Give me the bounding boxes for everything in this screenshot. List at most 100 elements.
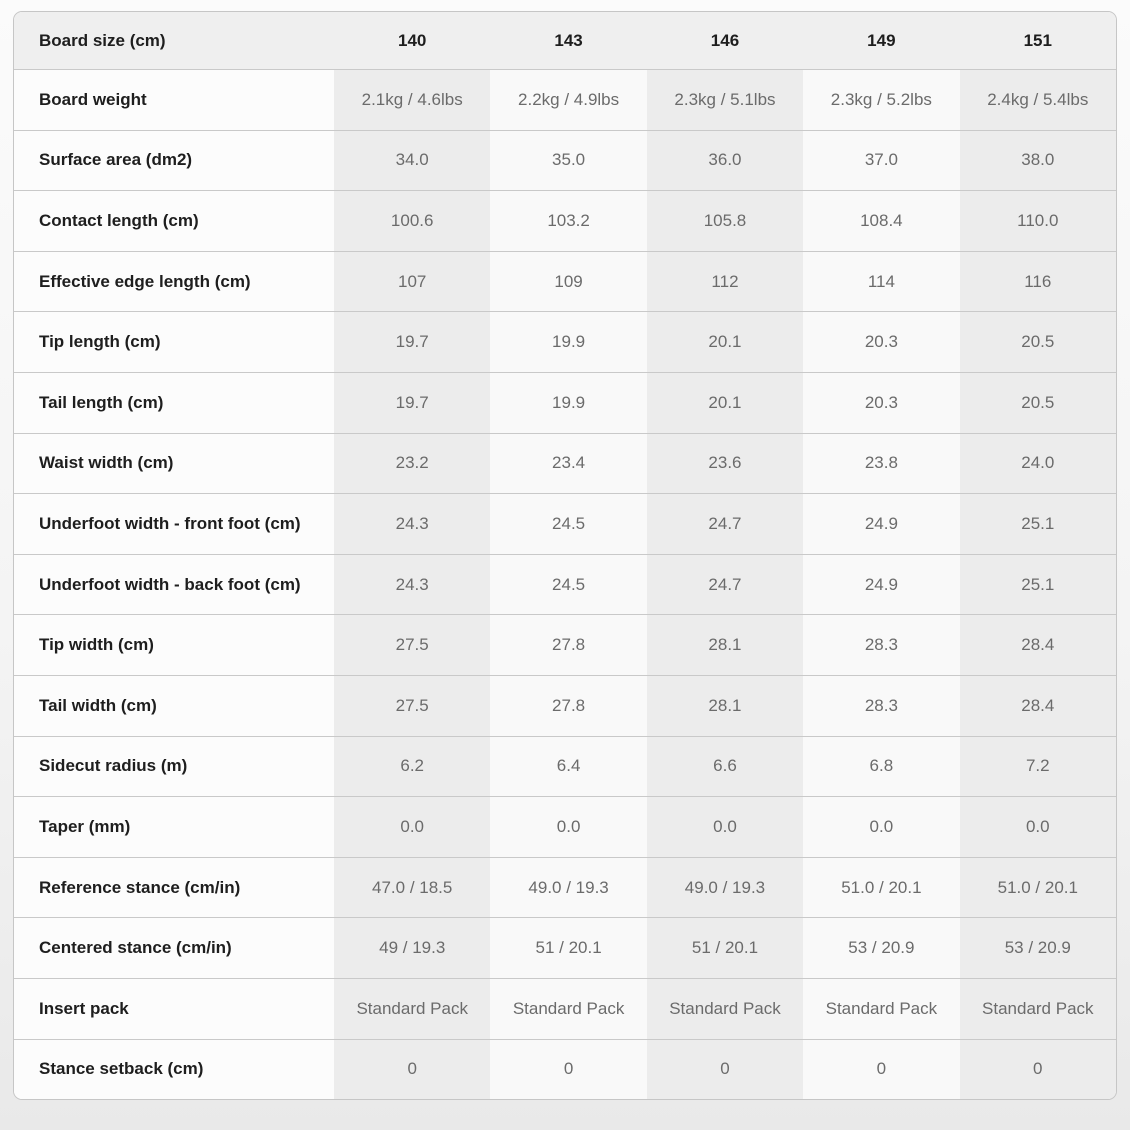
cell-value: 20.3 <box>803 311 960 372</box>
table-row: Taper (mm) 0.0 0.0 0.0 0.0 0.0 <box>14 796 1116 857</box>
row-label: Underfoot width - back foot (cm) <box>14 553 334 615</box>
table-row: Contact length (cm) 100.6 103.2 105.8 10… <box>14 190 1116 251</box>
cell-value: 6.2 <box>334 735 491 797</box>
cell-value: 19.9 <box>490 311 647 372</box>
cell-value: 103.2 <box>490 190 647 251</box>
cell-value: 2.3kg / 5.1lbs <box>646 69 804 130</box>
row-label: Taper (mm) <box>14 796 334 857</box>
cell-value: 20.5 <box>959 371 1116 433</box>
cell-value: 24.3 <box>334 493 491 554</box>
cell-value: 27.8 <box>490 674 647 736</box>
cell-value: 28.1 <box>646 614 804 675</box>
row-label: Tail length (cm) <box>14 371 334 433</box>
board-specs-table: Board size (cm) 140 143 146 149 151 Boar… <box>14 12 1116 1100</box>
cell-value: 49.0 / 19.3 <box>490 856 647 918</box>
cell-value: 35.0 <box>490 129 647 191</box>
row-label: Tip width (cm) <box>14 614 334 675</box>
cell-value: 51 / 20.1 <box>646 917 804 978</box>
cell-value: 53 / 20.9 <box>959 917 1116 978</box>
cell-value: 0.0 <box>959 796 1116 857</box>
table-row: Waist width (cm) 23.2 23.4 23.6 23.8 24.… <box>14 432 1116 494</box>
cell-value: 51.0 / 20.1 <box>959 856 1116 918</box>
row-label: Tip length (cm) <box>14 311 334 372</box>
cell-value: 34.0 <box>334 129 491 191</box>
cell-value: Standard Pack <box>490 977 647 1039</box>
cell-value: 0.0 <box>334 796 491 857</box>
cell-value: 20.1 <box>646 311 804 372</box>
cell-value: 25.1 <box>959 493 1116 554</box>
cell-value: 24.7 <box>646 553 804 615</box>
cell-value: 51 / 20.1 <box>490 917 647 978</box>
cell-value: 27.5 <box>334 674 491 736</box>
cell-value: 20.5 <box>959 311 1116 372</box>
row-label: Sidecut radius (m) <box>14 735 334 797</box>
row-label: Contact length (cm) <box>14 190 334 251</box>
cell-value: 28.4 <box>959 674 1116 736</box>
cell-value: 20.1 <box>646 371 804 433</box>
table-row: Underfoot width - back foot (cm) 24.3 24… <box>14 553 1116 615</box>
cell-value: 20.3 <box>803 371 960 433</box>
cell-value: 24.0 <box>959 432 1116 494</box>
table-row: Sidecut radius (m) 6.2 6.4 6.6 6.8 7.2 <box>14 735 1116 797</box>
cell-value: 28.4 <box>959 614 1116 675</box>
cell-value: 0 <box>490 1038 647 1100</box>
cell-value: 100.6 <box>334 190 491 251</box>
row-label: Insert pack <box>14 977 334 1039</box>
cell-value: 24.9 <box>803 553 960 615</box>
table-row: Reference stance (cm/in) 47.0 / 18.5 49.… <box>14 856 1116 918</box>
cell-value: 47.0 / 18.5 <box>334 856 491 918</box>
row-label: Waist width (cm) <box>14 432 334 494</box>
cell-value: Standard Pack <box>959 977 1116 1039</box>
cell-value: 53 / 20.9 <box>803 917 960 978</box>
cell-value: 23.2 <box>334 432 491 494</box>
cell-value: 0.0 <box>490 796 647 857</box>
cell-value: 0 <box>959 1038 1116 1100</box>
table-row: Tail length (cm) 19.7 19.9 20.1 20.3 20.… <box>14 371 1116 433</box>
cell-value: 116 <box>959 250 1116 312</box>
cell-value: 2.4kg / 5.4lbs <box>959 69 1116 130</box>
cell-value: 108.4 <box>803 190 960 251</box>
cell-value: 19.7 <box>334 371 491 433</box>
cell-value: Standard Pack <box>646 977 804 1039</box>
cell-value: 7.2 <box>959 735 1116 797</box>
cell-value: 109 <box>490 250 647 312</box>
cell-value: 24.7 <box>646 493 804 554</box>
cell-value: 23.6 <box>646 432 804 494</box>
board-specs-card: Board size (cm) 140 143 146 149 151 Boar… <box>13 11 1117 1101</box>
row-label: Centered stance (cm/in) <box>14 917 334 978</box>
cell-value: 27.5 <box>334 614 491 675</box>
row-label: Board weight <box>14 69 334 130</box>
table-row: Centered stance (cm/in) 49 / 19.3 51 / 2… <box>14 917 1116 978</box>
row-label: Tail width (cm) <box>14 674 334 736</box>
cell-value: 0.0 <box>803 796 960 857</box>
cell-value: 0 <box>803 1038 960 1100</box>
row-label: Reference stance (cm/in) <box>14 856 334 918</box>
cell-value: 23.4 <box>490 432 647 494</box>
cell-value: 2.1kg / 4.6lbs <box>334 69 491 130</box>
cell-value: 19.9 <box>490 371 647 433</box>
cell-value: 114 <box>803 250 960 312</box>
header-size-143: 143 <box>490 12 647 69</box>
table-row: Insert pack Standard Pack Standard Pack … <box>14 977 1116 1039</box>
cell-value: 24.3 <box>334 553 491 615</box>
cell-value: Standard Pack <box>803 977 960 1039</box>
cell-value: 107 <box>334 250 491 312</box>
table-row: Effective edge length (cm) 107 109 112 1… <box>14 250 1116 312</box>
table-row: Tip length (cm) 19.7 19.9 20.1 20.3 20.5 <box>14 311 1116 372</box>
cell-value: 49.0 / 19.3 <box>646 856 804 918</box>
header-size-149: 149 <box>803 12 960 69</box>
cell-value: 105.8 <box>646 190 804 251</box>
row-label: Surface area (dm2) <box>14 129 334 191</box>
cell-value: 6.8 <box>803 735 960 797</box>
cell-value: 25.1 <box>959 553 1116 615</box>
cell-value: 6.4 <box>490 735 647 797</box>
table-row: Surface area (dm2) 34.0 35.0 36.0 37.0 3… <box>14 129 1116 191</box>
table-row: Underfoot width - front foot (cm) 24.3 2… <box>14 493 1116 554</box>
header-board-size-label: Board size (cm) <box>14 12 334 69</box>
cell-value: 51.0 / 20.1 <box>803 856 960 918</box>
cell-value: 110.0 <box>959 190 1116 251</box>
cell-value: 28.1 <box>646 674 804 736</box>
header-size-140: 140 <box>334 12 491 69</box>
cell-value: 0.0 <box>646 796 804 857</box>
cell-value: 24.5 <box>490 553 647 615</box>
